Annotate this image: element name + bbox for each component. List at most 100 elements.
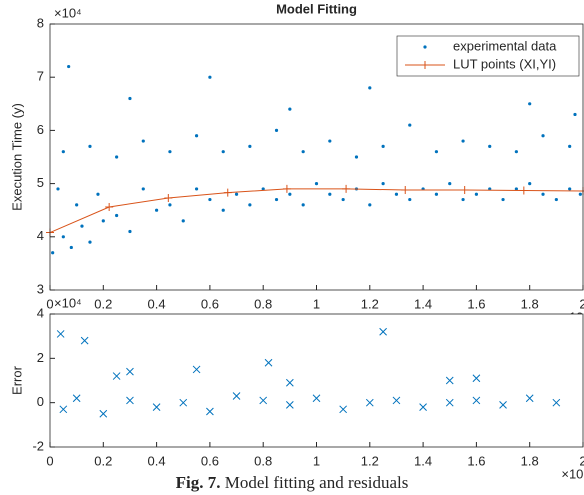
data-point <box>328 192 332 196</box>
x-multiplier: ×10⁴ <box>561 466 584 481</box>
x-tick-label: 1.2 <box>361 453 379 468</box>
data-point <box>461 197 465 202</box>
data-point <box>381 144 385 148</box>
y-tick-label: 8 <box>37 15 44 30</box>
lut-point <box>401 185 410 194</box>
data-point <box>248 144 252 148</box>
lut-point <box>519 186 528 195</box>
data-point <box>341 197 345 202</box>
data-point <box>288 107 292 111</box>
error-point <box>365 398 374 407</box>
data-point <box>328 139 332 143</box>
data-point <box>274 197 279 202</box>
caption: Fig. 7. Model fitting and residuals <box>176 473 409 492</box>
data-point <box>96 192 100 196</box>
y-tick-label: 7 <box>37 69 44 84</box>
error-point <box>379 327 387 336</box>
data-point <box>381 182 385 186</box>
error-point <box>232 392 241 400</box>
y-multiplier: ×10⁴ <box>54 295 82 310</box>
error-point <box>392 396 401 405</box>
error-point <box>259 396 268 405</box>
data-point <box>301 203 305 207</box>
lut-point <box>282 184 291 193</box>
data-point <box>301 150 305 154</box>
x-tick-label: 1.6 <box>467 296 485 311</box>
y-tick-label: 3 <box>37 281 44 296</box>
error-point <box>126 367 134 376</box>
error-point <box>72 394 81 403</box>
error-point <box>472 374 481 383</box>
lut-line <box>49 188 584 234</box>
x-tick-label: 1.8 <box>521 296 539 311</box>
legend-marker <box>421 61 429 69</box>
error-point <box>59 405 68 414</box>
data-point <box>194 187 199 191</box>
y-tick-label: -2 <box>32 438 44 453</box>
caption-label: Fig. 7. <box>176 473 221 492</box>
data-point <box>248 203 252 207</box>
y-tick-label: 4 <box>37 228 44 243</box>
x-tick-label: 1 <box>313 453 320 468</box>
x-tick-label: 0.6 <box>201 296 219 311</box>
data-point <box>434 192 439 196</box>
lut-point <box>342 184 351 193</box>
data-point <box>208 75 212 79</box>
data-point <box>554 197 558 202</box>
x-tick-label: 0.8 <box>254 453 272 468</box>
data-point <box>528 102 532 106</box>
data-point <box>541 134 545 138</box>
lut-point <box>105 203 114 212</box>
y-axis-label: Execution Time (y) <box>9 103 24 211</box>
x-tick-label: 0.8 <box>254 296 272 311</box>
data-point <box>168 150 172 154</box>
data-point <box>408 123 412 127</box>
x-tick-label: 2 <box>579 453 584 468</box>
data-point <box>261 187 265 191</box>
data-point <box>101 219 105 223</box>
data-point <box>115 213 119 218</box>
x-tick-label: 0.2 <box>94 296 112 311</box>
data-point <box>354 155 359 159</box>
data-point <box>408 197 412 202</box>
x-tick-label: 0.2 <box>94 453 112 468</box>
y-axis-label: Error <box>9 365 24 395</box>
data-point <box>141 187 145 191</box>
data-point <box>234 192 239 196</box>
data-point <box>61 235 65 239</box>
data-point <box>221 150 225 154</box>
error-point <box>264 358 273 367</box>
error-point <box>126 396 134 405</box>
legend-label: LUT points (XI,YI) <box>453 56 556 71</box>
data-point <box>80 224 84 228</box>
legend-box <box>396 35 580 77</box>
error-point <box>152 403 161 411</box>
data-point <box>541 192 545 196</box>
y-tick-label: 0 <box>37 394 44 409</box>
y-tick-label: 4 <box>37 305 44 320</box>
data-point <box>568 144 572 148</box>
data-point <box>568 187 572 191</box>
error-point <box>339 405 348 414</box>
data-point <box>368 86 372 90</box>
y-tick-label: 2 <box>37 350 44 365</box>
error-point <box>552 398 561 407</box>
x-tick-label: 1.8 <box>521 453 539 468</box>
data-point <box>488 144 492 148</box>
y-tick-label: 5 <box>37 175 44 190</box>
error-point <box>80 336 89 345</box>
x-tick-label: 1.6 <box>467 453 485 468</box>
data-point <box>155 208 159 212</box>
x-tick-label: 2 <box>579 296 584 311</box>
data-point <box>208 197 212 202</box>
data-point <box>181 219 185 223</box>
data-point <box>314 182 319 186</box>
x-tick-label: 1.4 <box>414 453 432 468</box>
error-point <box>112 372 121 380</box>
x-tick-label: 0.6 <box>201 453 219 468</box>
data-point <box>461 139 465 143</box>
lut-point <box>223 188 232 197</box>
data-point <box>368 203 372 207</box>
data-point <box>128 96 132 101</box>
